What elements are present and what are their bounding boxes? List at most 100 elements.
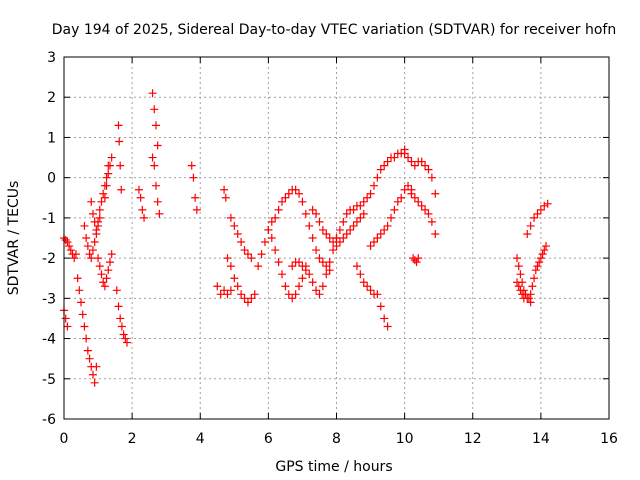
data-point: [288, 262, 297, 271]
data-point: [61, 236, 70, 245]
data-point: [136, 193, 145, 202]
data-point: [237, 238, 246, 247]
data-point: [518, 290, 527, 299]
series-early-c: [73, 274, 101, 387]
x-tick-label: 2: [128, 431, 137, 447]
data-point: [356, 213, 365, 222]
data-point: [260, 238, 269, 247]
data-point: [363, 193, 372, 202]
data-point: [112, 286, 121, 295]
data-point: [151, 181, 160, 190]
data-point: [410, 193, 419, 202]
data-point: [349, 205, 358, 214]
data-point: [417, 201, 426, 210]
data-point: [94, 217, 103, 226]
data-point: [295, 189, 304, 198]
data-point: [380, 225, 389, 234]
y-tick-label: -5: [42, 372, 56, 388]
data-point: [427, 173, 436, 182]
data-point: [274, 258, 283, 267]
data-point: [63, 238, 72, 247]
data-point: [526, 221, 535, 230]
data-point: [514, 262, 523, 271]
grid-lines: [64, 57, 609, 419]
data-point: [352, 262, 361, 271]
data-point: [95, 205, 104, 214]
series-early-f: [94, 250, 116, 291]
series-end-c: [526, 242, 550, 299]
data-point: [226, 262, 235, 271]
data-point: [284, 290, 293, 299]
data-point: [233, 229, 242, 238]
data-point: [107, 153, 116, 162]
data-point: [523, 229, 532, 238]
data-point: [339, 217, 348, 226]
data-point: [363, 282, 372, 291]
data-point: [221, 193, 230, 202]
data-point: [220, 286, 229, 295]
data-point: [373, 290, 382, 299]
y-axis-label: SDTVAR / TECUs: [6, 181, 22, 296]
data-point: [410, 161, 419, 170]
data-point: [85, 354, 94, 363]
data-point: [412, 258, 421, 267]
data-point: [104, 169, 113, 178]
data-point: [151, 121, 160, 130]
data-point: [359, 197, 368, 206]
data-point: [373, 173, 382, 182]
data-point: [155, 209, 164, 218]
data-point: [99, 189, 108, 198]
data-point: [240, 294, 249, 303]
data-point: [421, 161, 430, 170]
data-point: [230, 274, 239, 283]
data-point: [148, 89, 157, 98]
data-point: [288, 294, 297, 303]
data-point: [191, 193, 200, 202]
data-point: [352, 217, 361, 226]
data-point: [75, 286, 84, 295]
x-tick-label: 0: [60, 431, 69, 447]
series-mid-h: [226, 213, 256, 263]
data-point: [387, 213, 395, 222]
data-point: [278, 270, 286, 279]
series-late-d: [400, 149, 440, 198]
series-mid-d: [187, 161, 201, 214]
y-tick-label: -4: [42, 332, 56, 348]
data-point: [104, 266, 113, 275]
data-point: [90, 238, 99, 247]
data-point: [291, 185, 300, 194]
data-point: [116, 161, 125, 170]
data-point: [291, 290, 300, 299]
data-point: [332, 242, 341, 251]
data-point: [83, 346, 92, 355]
data-point: [356, 270, 365, 279]
data-point: [148, 153, 157, 162]
data-point: [226, 213, 235, 222]
data-point: [105, 258, 114, 267]
data-point: [540, 246, 549, 255]
data-point: [70, 254, 79, 263]
series-mid-j: [264, 225, 310, 303]
data-point: [342, 229, 351, 238]
data-point: [301, 266, 310, 275]
data-point: [66, 246, 75, 255]
series-early-d: [80, 213, 104, 263]
data-point: [95, 262, 104, 271]
data-point: [226, 286, 235, 295]
data-point: [150, 105, 159, 114]
data-point: [295, 282, 304, 291]
data-point: [278, 197, 286, 206]
data-point: [414, 254, 423, 263]
data-point: [383, 322, 392, 331]
data-point: [335, 238, 344, 247]
data-point: [250, 290, 259, 299]
data-point: [407, 189, 416, 198]
data-point: [332, 234, 341, 242]
data-point: [65, 242, 74, 251]
data-point: [393, 197, 402, 206]
data-point: [247, 254, 256, 263]
plot-frame: [63, 56, 610, 420]
series-mid-k: [288, 234, 341, 299]
data-point: [88, 246, 97, 255]
